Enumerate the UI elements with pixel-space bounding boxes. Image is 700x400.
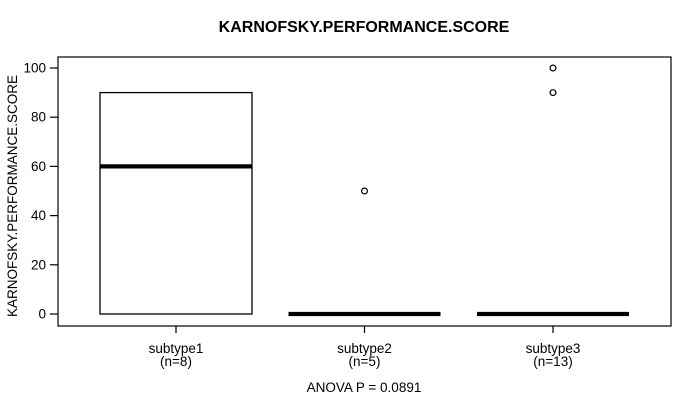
x-category-label: subtype3 bbox=[526, 341, 581, 356]
x-category-label: subtype2 bbox=[337, 341, 392, 356]
anova-p-annotation: ANOVA P = 0.0891 bbox=[307, 380, 422, 395]
outlier-point bbox=[361, 187, 369, 195]
x-category-label: subtype1 bbox=[149, 341, 204, 356]
y-axis-tick-label: 100 bbox=[23, 61, 46, 76]
y-axis-tick-label: 80 bbox=[31, 110, 46, 125]
y-axis-tick-label: 40 bbox=[31, 208, 46, 223]
box bbox=[99, 91, 253, 315]
chart-title: KARNOFSKY.PERFORMANCE.SCORE bbox=[219, 19, 510, 36]
outlier-point bbox=[549, 64, 557, 72]
y-axis-tick-label: 0 bbox=[38, 307, 46, 322]
x-category-count: (n=5) bbox=[349, 354, 381, 369]
x-category-count: (n=13) bbox=[533, 354, 572, 369]
y-axis-tick-label: 60 bbox=[31, 159, 46, 174]
outlier-point bbox=[549, 89, 557, 97]
y-axis-tick-label: 20 bbox=[31, 257, 46, 272]
x-category-count: (n=8) bbox=[160, 354, 192, 369]
plot-area: 0 20 40 60 80 100 subtype1(n=8) subtype2(n=5) su… bbox=[23, 56, 672, 369]
y-axis-title: KARNOFSKY.PERFORMANCE.SCORE bbox=[5, 75, 20, 317]
